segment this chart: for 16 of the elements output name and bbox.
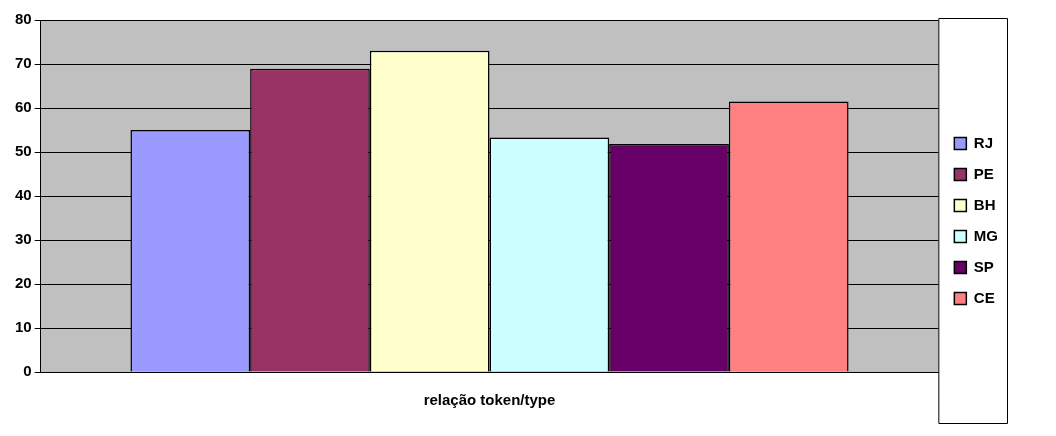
y-tick-label: 80: [15, 10, 32, 28]
y-tick-label: 0: [23, 362, 32, 380]
legend-label: PE: [973, 164, 994, 182]
legend-label: BH: [973, 195, 996, 213]
legend-label: MG: [973, 226, 999, 244]
y-tick-label: 30: [15, 230, 32, 248]
y-tick-label: 40: [15, 186, 32, 204]
legend-label: CE: [973, 288, 995, 306]
y-tick-label: 20: [15, 274, 32, 292]
y-tick-label: 70: [15, 54, 32, 72]
legend-label: RJ: [973, 133, 994, 151]
y-tick-label: 10: [15, 318, 32, 336]
x-tick-label: relação token/type: [423, 391, 556, 409]
y-tick-label: 60: [15, 98, 32, 116]
y-tick-label: 50: [15, 142, 32, 160]
legend-label: SP: [973, 257, 994, 275]
